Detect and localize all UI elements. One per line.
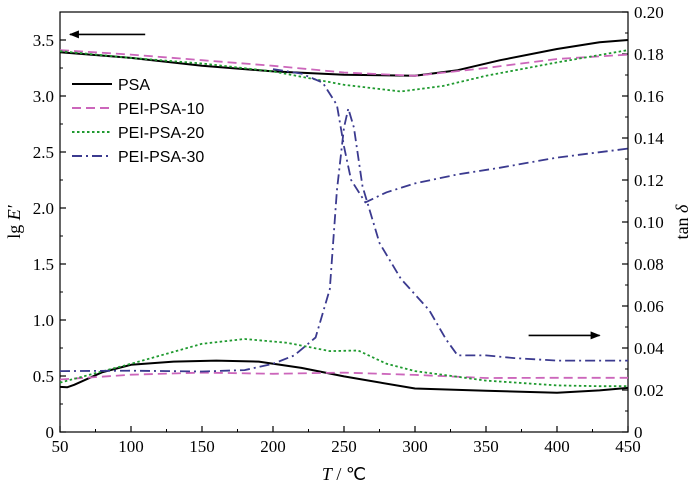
x-axis-slash: / xyxy=(332,464,346,484)
legend-label-pei-psa-30: PEI-PSA-30 xyxy=(118,149,204,166)
series-group xyxy=(59,39,629,394)
x-tick-label: 250 xyxy=(331,437,357,456)
x-axis-var: T xyxy=(322,464,334,484)
annotation-group xyxy=(68,30,601,340)
x-tick-label: 450 xyxy=(615,437,641,456)
legend: PSA PEI-PSA-10 PEI-PSA-20 PEI-PSA-30 xyxy=(72,77,204,166)
y-left-ticks: 0 0.5 1.0 1.5 2.0 2.5 3.0 3.5 xyxy=(33,31,66,442)
y-right-axis-main: tan xyxy=(672,213,692,240)
y-right-tick-label: 0.04 xyxy=(634,339,664,358)
series-line-tan-delta-psa xyxy=(59,359,629,394)
y-right-tick-label: 0.14 xyxy=(634,129,664,148)
y-left-tick-label: 1.0 xyxy=(33,311,54,330)
y-right-axis-var: δ xyxy=(672,204,692,213)
series-line-modulus-pei-psa-30 xyxy=(272,68,629,204)
y-left-tick-label: 0.5 xyxy=(33,367,54,386)
y-right-tick-label: 0.20 xyxy=(634,3,664,22)
y-left-tick-label: 1.5 xyxy=(33,255,54,274)
y-right-tick-label: 0.16 xyxy=(634,87,664,106)
y-right-tick-label: 0.18 xyxy=(634,45,664,64)
x-tick-label: 400 xyxy=(544,437,570,456)
x-tick-label: 200 xyxy=(260,437,286,456)
y-left-axis-var: E′ xyxy=(4,204,24,221)
series-line-modulus-pei-psa-10 xyxy=(59,49,629,77)
x-tick-label: 300 xyxy=(402,437,428,456)
y-left-tick-label: 2.5 xyxy=(33,143,54,162)
x-tick-label: 100 xyxy=(118,437,144,456)
x-ticks: 50 100 150 200 250 300 350 400 450 xyxy=(52,426,641,456)
x-tick-label: 50 xyxy=(52,437,69,456)
series-line-tan-delta-pei-psa-30 xyxy=(59,107,628,373)
y-right-tick-label: 0.10 xyxy=(634,213,664,232)
x-axis-title: T / ℃ xyxy=(322,464,366,484)
y-right-tick-label: 0.12 xyxy=(634,171,664,190)
y-right-tick-label: 0.02 xyxy=(634,381,664,400)
y-right-tick-label: 0.06 xyxy=(634,297,664,316)
legend-label-pei-psa-20: PEI-PSA-20 xyxy=(118,125,204,142)
y-right-tick-label: 0 xyxy=(634,423,643,442)
y-right-ticks: 0 0.02 0.04 0.06 0.08 0.10 0.12 0.14 0.16 0.18 0.2… xyxy=(622,3,664,442)
y-right-tick-label: 0.08 xyxy=(634,255,664,274)
x-tick-label: 150 xyxy=(189,437,215,456)
series-line-modulus-pei-psa-20 xyxy=(59,49,629,93)
y-right-axis-title: tan δ xyxy=(672,204,692,240)
y-left-tick-label: 3.5 xyxy=(33,31,54,50)
legend-label-psa: PSA xyxy=(118,77,150,94)
y-left-tick-label: 0 xyxy=(46,423,55,442)
series-line-tan-delta-pei-psa-20 xyxy=(59,338,628,388)
series-line-tan-delta-pei-psa-10 xyxy=(59,371,628,381)
y-left-axis-title: lg E′ xyxy=(4,204,24,239)
series-line-modulus-psa xyxy=(59,39,629,77)
y-left-tick-label: 2.0 xyxy=(33,199,54,218)
x-tick-label: 350 xyxy=(473,437,499,456)
y-left-axis-main: lg xyxy=(4,220,24,239)
legend-label-pei-psa-10: PEI-PSA-10 xyxy=(118,101,204,118)
y-left-tick-label: 3.0 xyxy=(33,87,54,106)
x-axis-unit: ℃ xyxy=(346,464,366,484)
